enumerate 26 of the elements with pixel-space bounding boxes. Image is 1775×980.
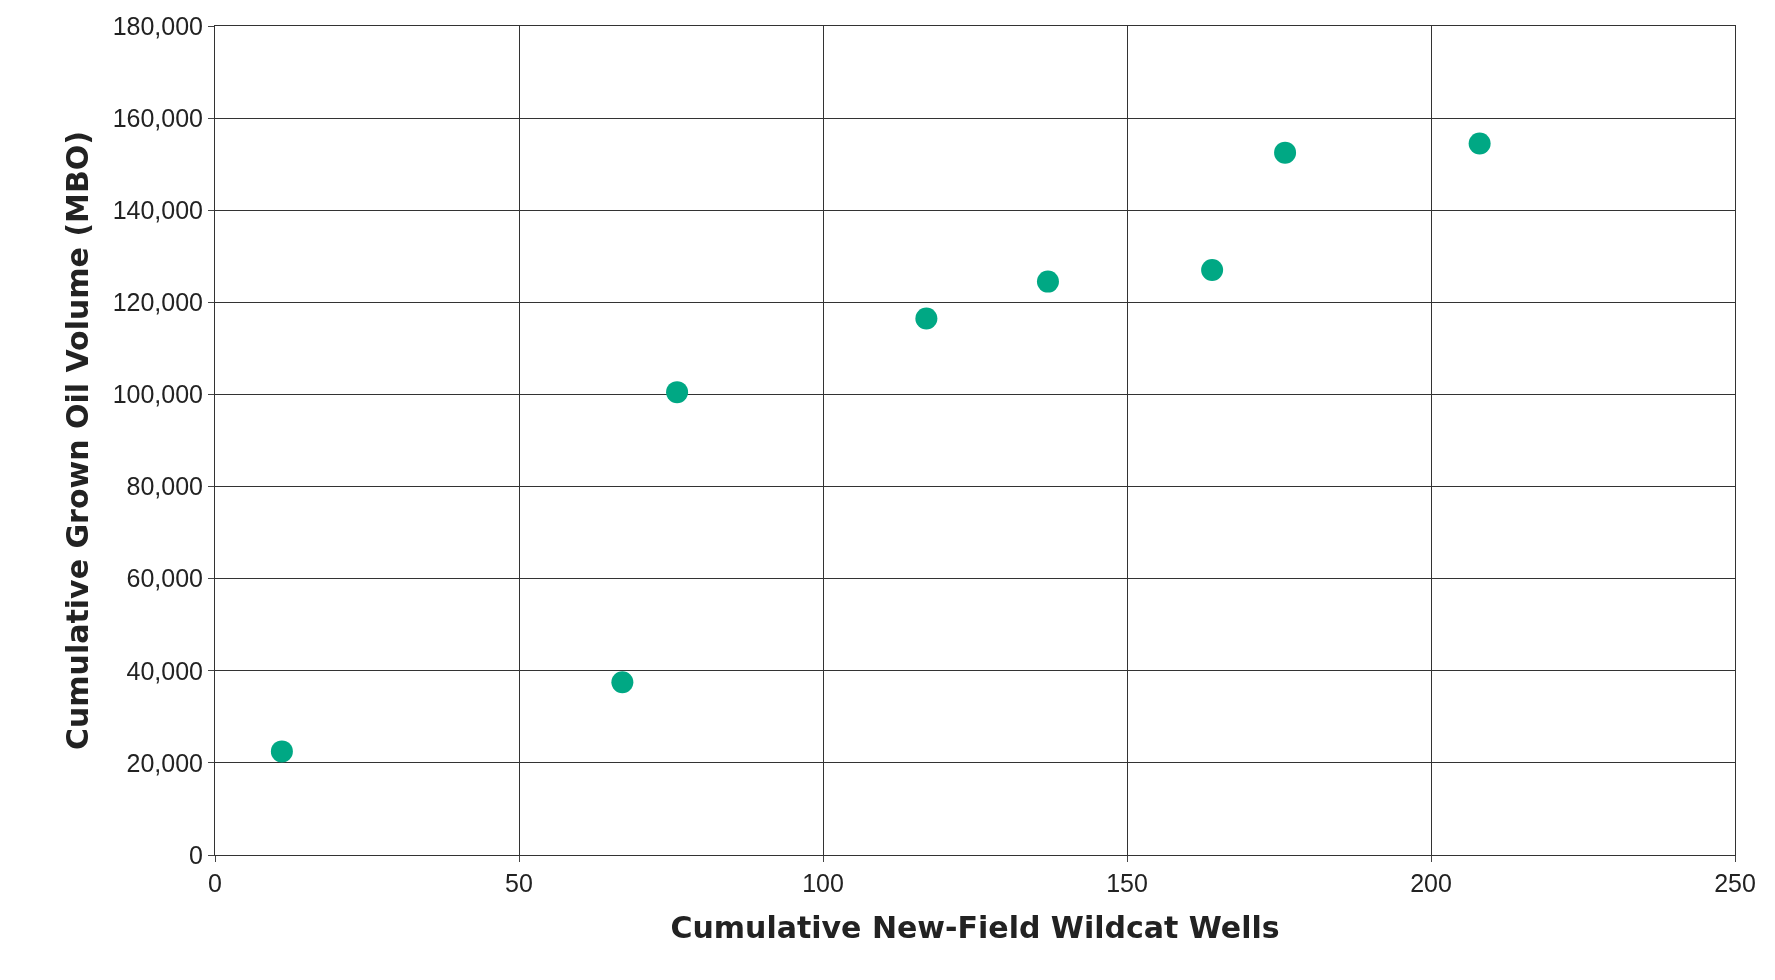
y-tick-label: 120,000 bbox=[112, 288, 203, 317]
y-tick-label: 100,000 bbox=[112, 380, 203, 409]
y-tick-label: 0 bbox=[189, 840, 203, 869]
x-tick-label: 100 bbox=[802, 869, 844, 897]
x-tick-label: 150 bbox=[1106, 869, 1148, 897]
point bbox=[666, 381, 689, 404]
y-tick-label: 80,000 bbox=[126, 472, 203, 501]
x-tick-label: 0 bbox=[208, 869, 222, 897]
point bbox=[1036, 270, 1059, 293]
x-tick-label: 250 bbox=[1714, 869, 1756, 897]
y-tick-label: 180,000 bbox=[112, 11, 203, 40]
x-tick-label: 50 bbox=[505, 869, 533, 897]
y-tick-label: 40,000 bbox=[126, 656, 203, 685]
point bbox=[1468, 132, 1491, 155]
y-tick-label: 140,000 bbox=[112, 195, 203, 224]
y-tick-label: 60,000 bbox=[126, 564, 203, 593]
y-axis-title: Cumulative Grown Oil Volume (MBO) bbox=[59, 130, 95, 751]
point bbox=[270, 740, 293, 763]
x-tick-label: 200 bbox=[1410, 869, 1452, 897]
y-tick-label: 160,000 bbox=[112, 103, 203, 132]
point bbox=[1201, 259, 1224, 282]
x-axis-title: Cumulative New-Field Wildcat Wells bbox=[670, 909, 1280, 945]
y-tick-label: 20,000 bbox=[126, 748, 203, 777]
point bbox=[915, 307, 938, 330]
point bbox=[611, 671, 634, 694]
point bbox=[1274, 141, 1297, 164]
